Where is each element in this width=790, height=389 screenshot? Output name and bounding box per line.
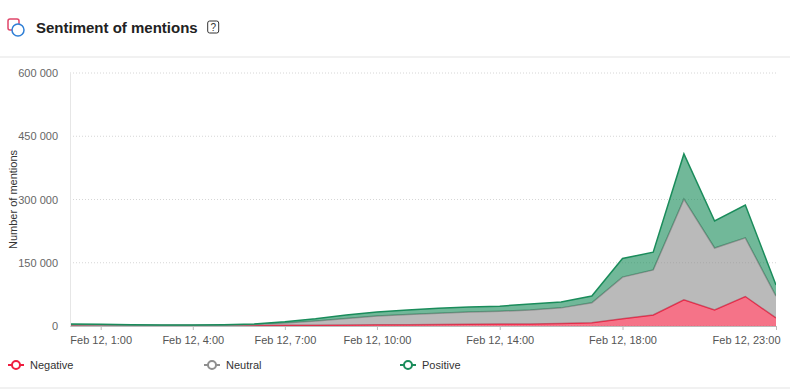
plot-area xyxy=(70,154,776,326)
tick-label: 300 000 xyxy=(18,194,58,206)
tick-label: Feb 12, 23:00 xyxy=(713,334,781,346)
tick-mark xyxy=(776,326,777,330)
tick-mark xyxy=(377,326,378,330)
legend-label: Negative xyxy=(30,359,73,371)
tick-mark xyxy=(285,326,286,330)
legend-marker xyxy=(208,361,216,369)
tick-label: Feb 12, 4:00 xyxy=(162,334,224,346)
tick: Feb 12, 23:00 xyxy=(713,326,781,346)
axis-line xyxy=(71,326,777,327)
axis-line xyxy=(70,74,71,327)
legend-marker xyxy=(12,361,20,369)
tick-label: 0 xyxy=(52,320,58,332)
tick: Feb 12, 14:00 xyxy=(466,326,534,346)
legend-marker xyxy=(404,361,412,369)
tick-label: Feb 12, 7:00 xyxy=(254,334,316,346)
tick-mark xyxy=(623,326,624,330)
legend-label: Positive xyxy=(422,359,461,371)
tick-label: 150 000 xyxy=(18,257,58,269)
header-icon xyxy=(12,24,24,36)
legend: Negative Neutral Positive xyxy=(8,359,461,371)
area xyxy=(70,154,776,325)
legend-label: Neutral xyxy=(226,359,261,371)
tick-mark xyxy=(101,326,102,330)
grid-line xyxy=(70,136,776,137)
tick-label: Feb 12, 14:00 xyxy=(466,334,534,346)
x-axis: Feb 12, 1:00 Feb 12, 4:00 Feb 12, 7:00 Feb … xyxy=(70,326,780,346)
tick: Feb 12, 1:00 xyxy=(70,326,132,346)
help-icon[interactable]: ? xyxy=(210,22,216,33)
tick: 450 000 xyxy=(18,130,70,142)
tick-label: Feb 12, 18:00 xyxy=(589,334,657,346)
tick-label: Feb 12, 1:00 xyxy=(70,334,132,346)
y-axis: 0 150 000 300 000 450 000 600 000 xyxy=(18,67,70,332)
area-line xyxy=(70,154,776,325)
chart: Sentiment of mentions? 0 150 000 300 000 450… xyxy=(0,0,790,389)
tick: 300 000 xyxy=(18,194,70,206)
tick: Feb 12, 18:00 xyxy=(589,326,657,346)
header: Sentiment of mentions? xyxy=(8,19,219,36)
tick: 600 000 xyxy=(18,67,70,79)
divider xyxy=(0,57,790,58)
divider xyxy=(0,388,790,389)
legend-item[interactable]: Positive xyxy=(400,359,461,371)
legend-item[interactable]: Neutral xyxy=(204,359,261,371)
tick: Feb 12, 4:00 xyxy=(162,326,224,346)
title: Sentiment of mentions xyxy=(36,19,198,36)
help-box[interactable] xyxy=(208,21,219,33)
tick: 150 000 xyxy=(18,257,70,269)
tick: Feb 12, 7:00 xyxy=(254,326,316,346)
tick-label: Feb 12, 10:00 xyxy=(344,334,412,346)
grid xyxy=(70,73,776,326)
grid-line xyxy=(70,73,776,74)
tick-mark xyxy=(193,326,194,330)
tick-mark xyxy=(500,326,501,330)
tick-label: 450 000 xyxy=(18,130,58,142)
tick-label: 600 000 xyxy=(18,67,58,79)
tick: 0 xyxy=(52,320,70,332)
legend-item[interactable]: Negative xyxy=(8,359,73,371)
axis-title: Number of mentions xyxy=(7,149,19,249)
tick: Feb 12, 10:00 xyxy=(344,326,412,346)
